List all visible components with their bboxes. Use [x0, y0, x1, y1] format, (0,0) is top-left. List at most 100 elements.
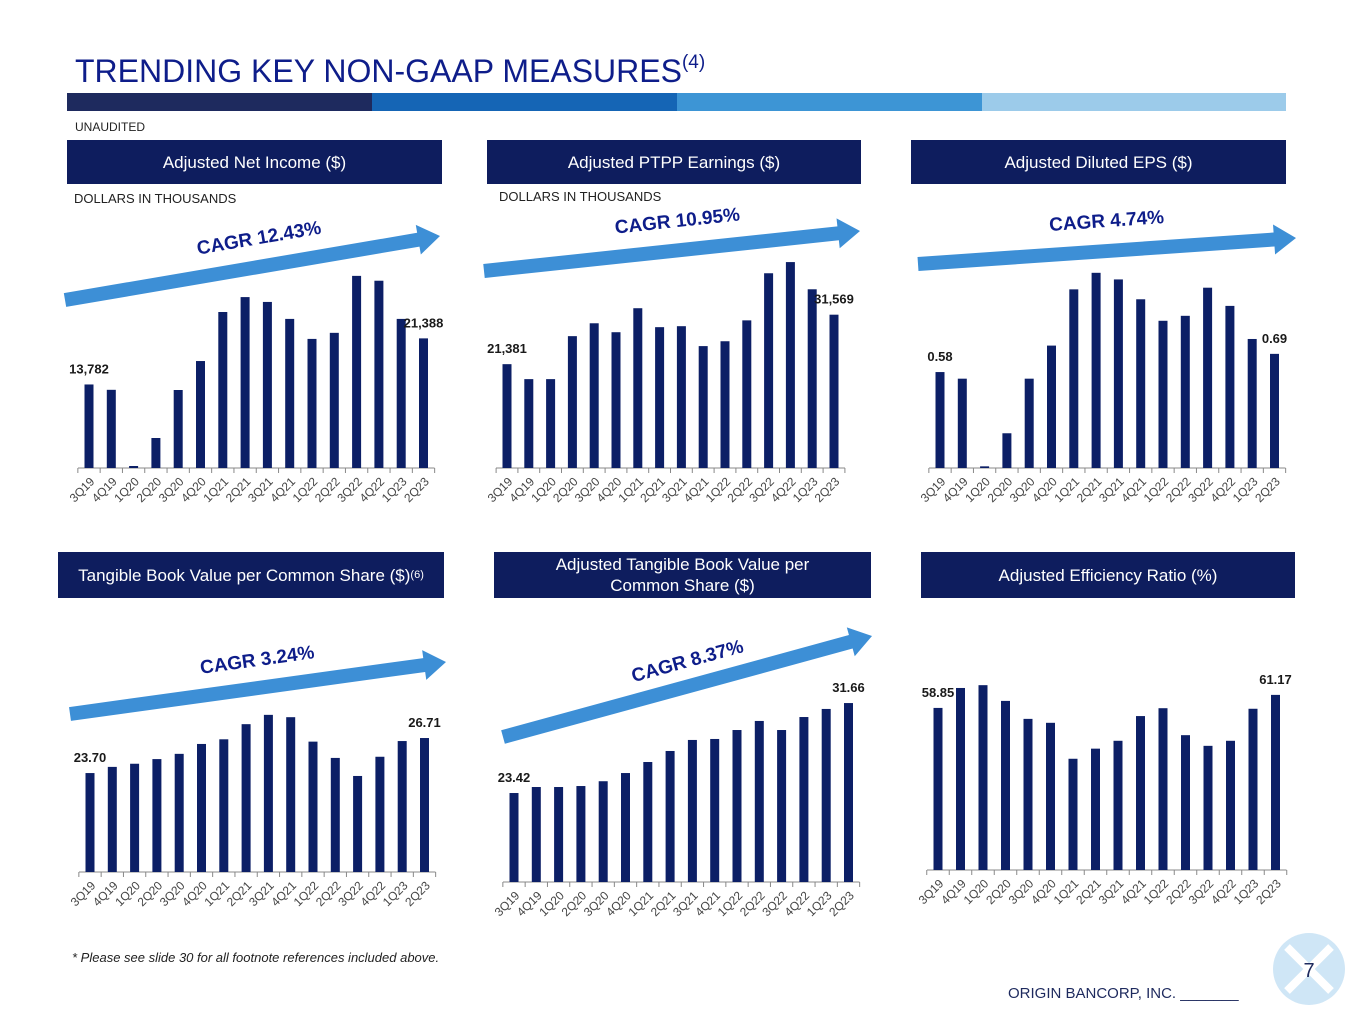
bar: [844, 703, 853, 882]
bar: [1226, 740, 1235, 870]
band: [372, 93, 677, 111]
cagr-arrow: [63, 224, 441, 307]
bar: [1271, 694, 1280, 870]
bar: [1023, 718, 1033, 870]
bar: [1068, 758, 1078, 870]
bar: [554, 787, 564, 882]
bar: [1113, 279, 1123, 468]
bar: [285, 318, 295, 468]
bar: [978, 685, 988, 870]
bar: [1047, 345, 1056, 468]
bar: [307, 338, 317, 468]
bar: [933, 707, 943, 870]
x-tick-label: 3Q19: [916, 876, 947, 907]
bar: [777, 730, 787, 882]
bar: [698, 346, 708, 468]
x-tick-label: 4Q21: [1118, 876, 1149, 907]
x-tick-label: 4Q19: [938, 876, 969, 907]
bar: [633, 308, 643, 468]
bar: [262, 301, 272, 468]
x-tick-label: 2Q21: [1073, 876, 1104, 907]
bar: [1136, 716, 1145, 870]
bar: [1046, 722, 1055, 870]
bar: [1247, 338, 1257, 468]
bar: [1203, 745, 1213, 870]
bar: [546, 379, 556, 468]
data-label: 31,569: [814, 292, 854, 307]
bar: [129, 466, 139, 468]
cagr-arrow: [501, 627, 872, 744]
data-label: 13,782: [69, 361, 109, 376]
chart-header: Adjusted Tangible Book Value per Common …: [494, 552, 871, 598]
bar: [1091, 748, 1100, 870]
x-tick-label: 1Q22: [1141, 876, 1172, 907]
x-tick-label: 1Q23: [1231, 876, 1262, 907]
chart-header: Adjusted Diluted EPS ($): [911, 140, 1286, 184]
bar: [174, 753, 184, 872]
bar: [196, 361, 205, 468]
cagr-label: CAGR 4.74%: [1048, 207, 1164, 236]
bar: [241, 724, 251, 872]
bar: [240, 297, 250, 468]
bar: [1203, 287, 1213, 468]
footer: ORIGIN BANCORP, INC. _______: [1008, 985, 1239, 1002]
bar: [502, 364, 512, 468]
bar: [611, 332, 621, 468]
bar: [643, 762, 653, 882]
x-tick-label: 2Q23: [1253, 876, 1284, 907]
chart-title: Tangible Book Value per Common Share ($): [78, 565, 411, 585]
chart-title: Adjusted Net Income ($): [162, 152, 347, 172]
data-label: 31.66: [832, 680, 865, 695]
bar: [396, 318, 406, 468]
bar: [957, 378, 967, 468]
bar: [799, 717, 809, 882]
band: [677, 93, 982, 111]
x-tick-label: 3Q20: [1006, 876, 1037, 907]
bar: [218, 312, 228, 468]
data-label: 21,388: [404, 315, 444, 330]
chart-subtitle: DOLLARS IN THOUSANDS: [499, 189, 662, 204]
x-tick-label: 2Q20: [983, 876, 1014, 907]
bar: [173, 390, 183, 468]
bar: [524, 379, 534, 468]
bar: [375, 756, 385, 872]
bar: [219, 739, 229, 872]
bar: [655, 327, 665, 468]
bar: [956, 687, 965, 870]
cagr-label: CAGR 10.95%: [614, 204, 741, 238]
bar: [152, 759, 162, 872]
bar: [308, 741, 318, 872]
logo-cross: [1284, 944, 1334, 994]
data-label: 23.70: [74, 750, 107, 765]
bar: [1158, 708, 1168, 870]
bar: [576, 786, 586, 882]
cagr-arrow: [483, 218, 860, 278]
bar: [598, 781, 608, 882]
chart-header: Tangible Book Value per Common Share ($)…: [58, 552, 444, 598]
bar: [531, 787, 541, 882]
chart-title: Adjusted Efficiency Ratio (%): [998, 565, 1218, 585]
chart-title: Adjusted Diluted EPS ($): [1004, 152, 1193, 172]
chart-title: Adjusted Tangible Book Value per Common …: [555, 555, 810, 595]
bar: [1181, 735, 1190, 870]
bar: [1270, 353, 1279, 468]
bar: [353, 775, 363, 872]
bar: [764, 273, 774, 468]
x-tick-label: 2Q23: [826, 888, 857, 919]
bar: [197, 743, 206, 872]
data-label: 61.17: [1259, 672, 1292, 687]
bar: [397, 741, 407, 872]
bar: [419, 338, 428, 468]
bar: [374, 280, 384, 468]
x-tick-label: 1Q20: [961, 876, 992, 907]
x-tick-label: 2Q23: [401, 474, 432, 505]
bar: [589, 323, 599, 468]
bar: [1136, 299, 1146, 468]
chart-title: Adjusted PTPP Earnings ($): [567, 152, 781, 172]
bar: [665, 750, 675, 882]
bar: [742, 320, 752, 468]
bar: [1069, 289, 1079, 468]
cagr-arrow: [917, 224, 1296, 271]
cagr-label: CAGR 3.24%: [199, 642, 316, 679]
